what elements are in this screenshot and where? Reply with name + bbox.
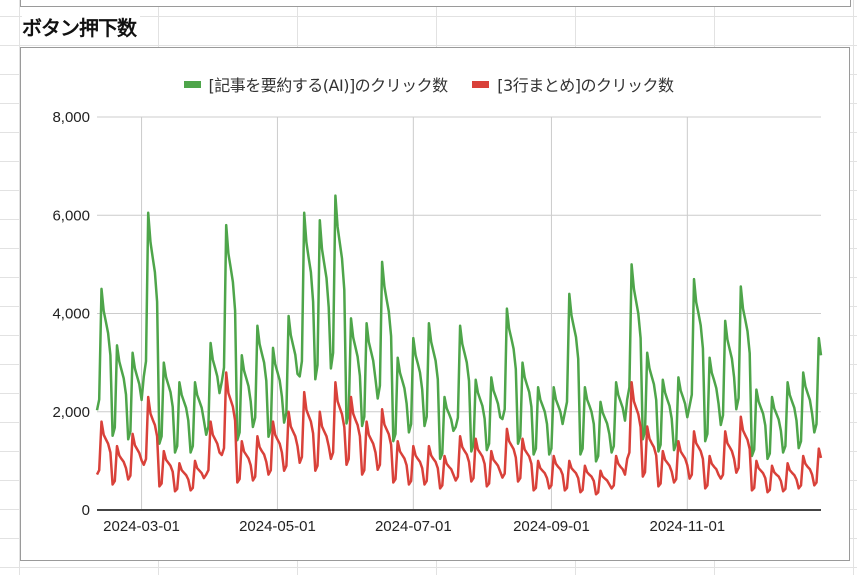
- legend-label: [記事を要約する(AI)]のクリック数: [208, 76, 449, 95]
- x-tick-label: 2024-05-01: [239, 518, 316, 535]
- legend: [記事を要約する(AI)]のクリック数 [3行まとめ]のクリック数: [0, 72, 857, 96]
- y-tick-label: 4,000: [52, 306, 90, 323]
- y-tick-label: 0: [82, 502, 90, 519]
- x-tick-label: 2024-11-01: [650, 518, 726, 535]
- legend-swatch-red: [472, 80, 490, 88]
- previous-chart-frame: [20, 0, 851, 7]
- x-tick-label: 2024-07-01: [375, 518, 452, 535]
- x-tick-label: 2024-09-01: [513, 518, 590, 535]
- legend-swatch-green: [183, 80, 201, 88]
- y-tick-label: 2,000: [52, 404, 90, 421]
- chart-title: ボタン押下数: [22, 12, 140, 41]
- x-tick-label: 2024-03-01: [103, 518, 180, 535]
- legend-item-ai-summary[interactable]: [記事を要約する(AI)]のクリック数: [183, 72, 449, 96]
- y-tick-label: 8,000: [52, 109, 90, 126]
- series-line-ai-summary: [95, 194, 823, 463]
- legend-label: [3行まとめ]のクリック数: [497, 76, 674, 95]
- series-line-three-line: [95, 371, 823, 496]
- y-tick-label: 6,000: [52, 207, 90, 224]
- legend-item-three-line[interactable]: [3行まとめ]のクリック数: [472, 72, 674, 96]
